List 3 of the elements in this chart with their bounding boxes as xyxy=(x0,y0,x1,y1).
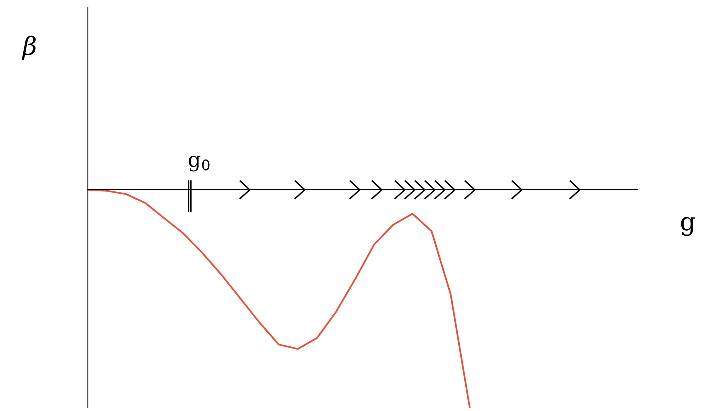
text: g xyxy=(681,217,696,236)
text: β xyxy=(22,36,36,60)
text: g$_{0}$ xyxy=(188,156,210,172)
